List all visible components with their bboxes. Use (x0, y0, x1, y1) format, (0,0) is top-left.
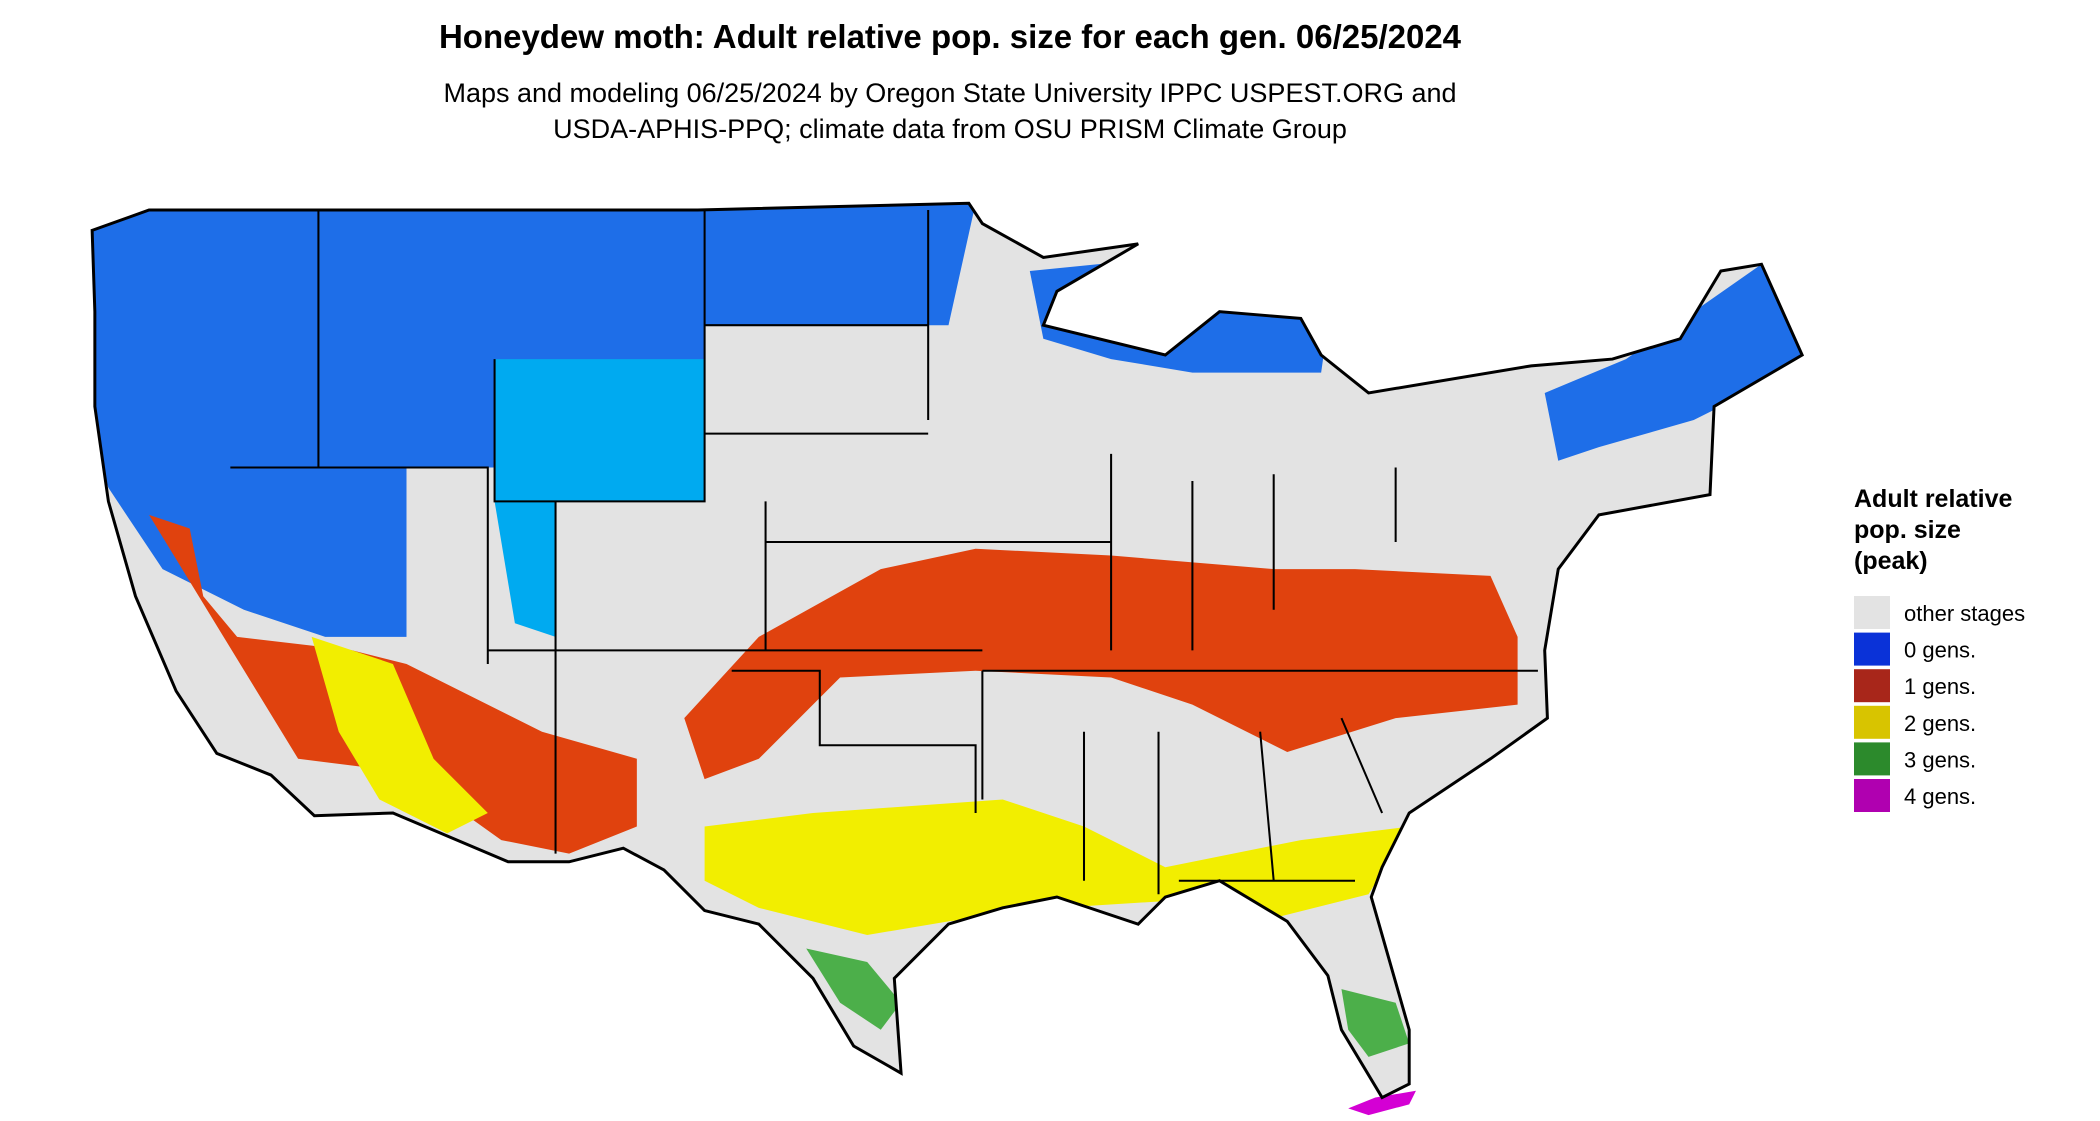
legend-swatch (1854, 742, 1890, 776)
legend-title: Adult relative (1854, 485, 2012, 513)
zone-2 (311, 636, 488, 834)
legend: Adult relative pop. size (peak) other st… (1854, 485, 2025, 812)
zone-0 (494, 359, 705, 637)
legend-label: other stages (1904, 601, 2025, 626)
legend-label: 0 gens. (1904, 638, 1976, 663)
subtitle: Maps and modeling 06/25/2024 by Oregon S… (443, 78, 1456, 108)
legend-swatch (1854, 705, 1890, 739)
title: Honeydew moth: Adult relative pop. size … (439, 18, 1462, 55)
zone-3 (1341, 989, 1410, 1057)
legend-title: pop. size (1854, 516, 1961, 544)
map (90, 201, 1804, 1116)
zone-4 (1348, 1090, 1416, 1116)
zone-1 (684, 548, 1518, 780)
legend-label: 3 gens. (1904, 747, 1976, 772)
zone-3 (806, 948, 902, 1030)
legend-swatch (1854, 779, 1890, 812)
legend-label: 2 gens. (1904, 711, 1976, 736)
subtitle: USDA-APHIS-PPQ; climate data from OSU PR… (553, 114, 1347, 144)
legend-swatch (1854, 669, 1890, 703)
zone-0 (1544, 264, 1803, 461)
zones (92, 203, 1803, 1057)
legend-title: (peak) (1854, 547, 1928, 575)
zone-0 (92, 203, 976, 637)
legend-label: 4 gens. (1904, 784, 1976, 809)
legend-label: 1 gens. (1904, 674, 1976, 699)
legend-swatch (1854, 632, 1890, 666)
state-borders (230, 210, 1538, 895)
legend-swatch (1854, 596, 1890, 629)
